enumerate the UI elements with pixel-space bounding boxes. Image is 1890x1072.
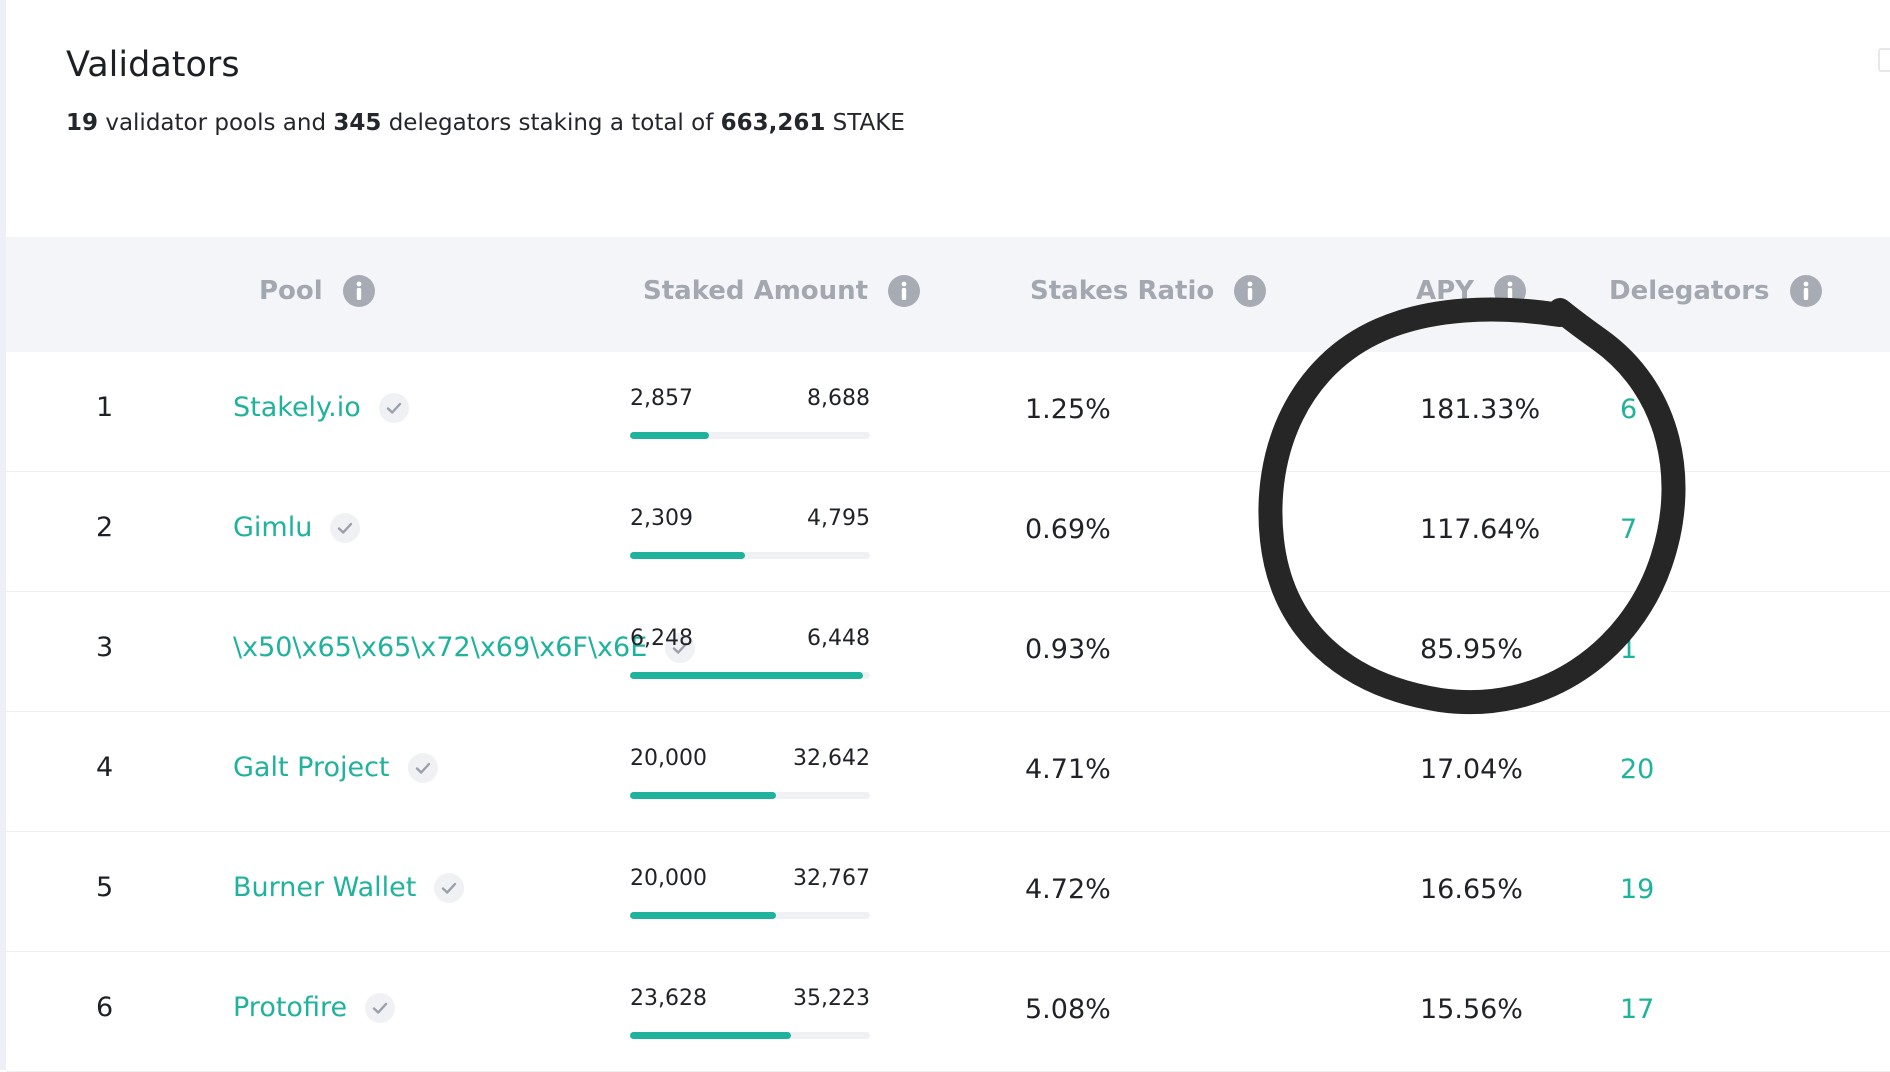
- table-row[interactable]: 1 Stakely.io 2,857 8,688 1.25% 181.33% 6: [6, 352, 1890, 472]
- column-apy[interactable]: APY: [1416, 275, 1527, 307]
- staked-amount: 6,248: [630, 626, 693, 651]
- staked-amount: 20,000: [630, 746, 707, 771]
- pool-name-link[interactable]: Stakely.io: [233, 392, 361, 423]
- column-stakes-ratio[interactable]: Stakes Ratio: [1030, 275, 1267, 307]
- info-icon[interactable]: [1234, 275, 1267, 307]
- apy-value: 17.04%: [1420, 754, 1523, 785]
- stake-progress-bar: [630, 672, 870, 679]
- delegators-count[interactable]: 1: [1620, 634, 1638, 665]
- row-rank: 2: [96, 512, 114, 543]
- stake-progress-fill: [630, 1032, 791, 1039]
- stake-capacity: 32,642: [793, 746, 870, 771]
- info-icon[interactable]: [1494, 275, 1527, 307]
- row-rank: 1: [96, 392, 114, 423]
- pool-name-link[interactable]: Burner Wallet: [233, 872, 417, 903]
- stake-capacity: 6,448: [807, 626, 870, 651]
- stake-progress-fill: [630, 792, 777, 799]
- stake-progress-fill: [630, 672, 863, 679]
- column-delegators-label: Delegators: [1609, 276, 1770, 306]
- summary-text-1: validator pools and: [98, 110, 334, 136]
- pool-count: 19: [66, 110, 99, 136]
- page-title: Validators: [66, 45, 240, 85]
- apy-value: 85.95%: [1420, 634, 1523, 665]
- summary-text-3: STAKE: [825, 110, 905, 136]
- row-rank: 6: [96, 992, 114, 1023]
- staked-amount: 2,857: [630, 386, 693, 411]
- apy-value: 15.56%: [1420, 994, 1523, 1025]
- check-icon: [365, 992, 396, 1023]
- stakes-ratio: 0.93%: [1025, 634, 1111, 665]
- table-row[interactable]: 5 Burner Wallet 20,000 32,767 4.72% 16.6…: [6, 832, 1890, 952]
- stake-progress-fill: [630, 432, 710, 439]
- check-icon: [665, 632, 696, 663]
- row-rank: 3: [96, 632, 114, 663]
- stakes-ratio: 4.71%: [1025, 754, 1111, 785]
- row-rank: 4: [96, 752, 114, 783]
- stake-progress-fill: [630, 912, 777, 919]
- stake-progress-bar: [630, 792, 870, 799]
- pool-name-link[interactable]: Gimlu: [233, 512, 313, 543]
- check-icon: [407, 752, 438, 783]
- column-pool-label: Pool: [259, 276, 323, 306]
- column-apy-label: APY: [1416, 276, 1475, 306]
- stake-progress-bar: [630, 912, 870, 919]
- left-edge: [0, 0, 6, 1070]
- staked-amount: 2,309: [630, 506, 693, 531]
- check-icon: [330, 512, 361, 543]
- column-delegators[interactable]: Delegators: [1609, 275, 1822, 307]
- stake-capacity: 32,767: [793, 866, 870, 891]
- delegators-count[interactable]: 17: [1620, 994, 1655, 1025]
- column-staked-amount-label: Staked Amount: [643, 276, 869, 306]
- delegators-count[interactable]: 6: [1620, 394, 1638, 425]
- pool-name-link[interactable]: Protofire: [233, 992, 348, 1023]
- column-staked-amount[interactable]: Staked Amount: [643, 275, 921, 307]
- delegator-count: 345: [333, 110, 382, 136]
- check-icon: [378, 392, 409, 423]
- column-pool[interactable]: Pool: [259, 275, 375, 307]
- stake-progress-fill: [630, 552, 746, 559]
- pool-name-link[interactable]: \x50\x65\x65\x72\x69\x6F\x6E: [233, 632, 648, 663]
- total-staked: 663,261: [720, 110, 826, 136]
- stake-capacity: 35,223: [793, 986, 870, 1011]
- pool-name-link[interactable]: Galt Project: [233, 752, 390, 783]
- apy-value: 181.33%: [1420, 394, 1541, 425]
- table-row[interactable]: 3 \x50\x65\x65\x72\x69\x6F\x6E 6,248 6,4…: [6, 592, 1890, 712]
- stakes-ratio: 5.08%: [1025, 994, 1111, 1025]
- delegators-count[interactable]: 7: [1620, 514, 1638, 545]
- column-stakes-ratio-label: Stakes Ratio: [1030, 276, 1215, 306]
- table-row[interactable]: 2 Gimlu 2,309 4,795 0.69% 117.64% 7: [6, 472, 1890, 592]
- staked-amount: 20,000: [630, 866, 707, 891]
- info-icon[interactable]: [888, 275, 921, 307]
- table-header: Pool Staked Amount Stakes Ratio APY Dele…: [6, 237, 1890, 352]
- delegators-count[interactable]: 19: [1620, 874, 1655, 905]
- info-icon[interactable]: [342, 275, 375, 307]
- table-row[interactable]: 6 Protofire 23,628 35,223 5.08% 15.56% 1…: [6, 952, 1890, 1072]
- stake-capacity: 8,688: [807, 386, 870, 411]
- staked-amount: 23,628: [630, 986, 707, 1011]
- stakes-ratio: 1.25%: [1025, 394, 1111, 425]
- apy-value: 16.65%: [1420, 874, 1523, 905]
- summary-text-2: delegators staking a total of: [381, 110, 721, 136]
- info-icon[interactable]: [1789, 275, 1822, 307]
- stake-progress-bar: [630, 552, 870, 559]
- stake-capacity: 4,795: [807, 506, 870, 531]
- corner-checkbox[interactable]: [1878, 48, 1890, 72]
- summary-line: 19 validator pools and 345 delegators st…: [66, 110, 905, 136]
- stakes-ratio: 4.72%: [1025, 874, 1111, 905]
- table-row[interactable]: 4 Galt Project 20,000 32,642 4.71% 17.04…: [6, 712, 1890, 832]
- stake-progress-bar: [630, 432, 870, 439]
- delegators-count[interactable]: 20: [1620, 754, 1655, 785]
- row-rank: 5: [96, 872, 114, 903]
- stakes-ratio: 0.69%: [1025, 514, 1111, 545]
- stake-progress-bar: [630, 1032, 870, 1039]
- check-icon: [434, 872, 465, 903]
- apy-value: 117.64%: [1420, 514, 1541, 545]
